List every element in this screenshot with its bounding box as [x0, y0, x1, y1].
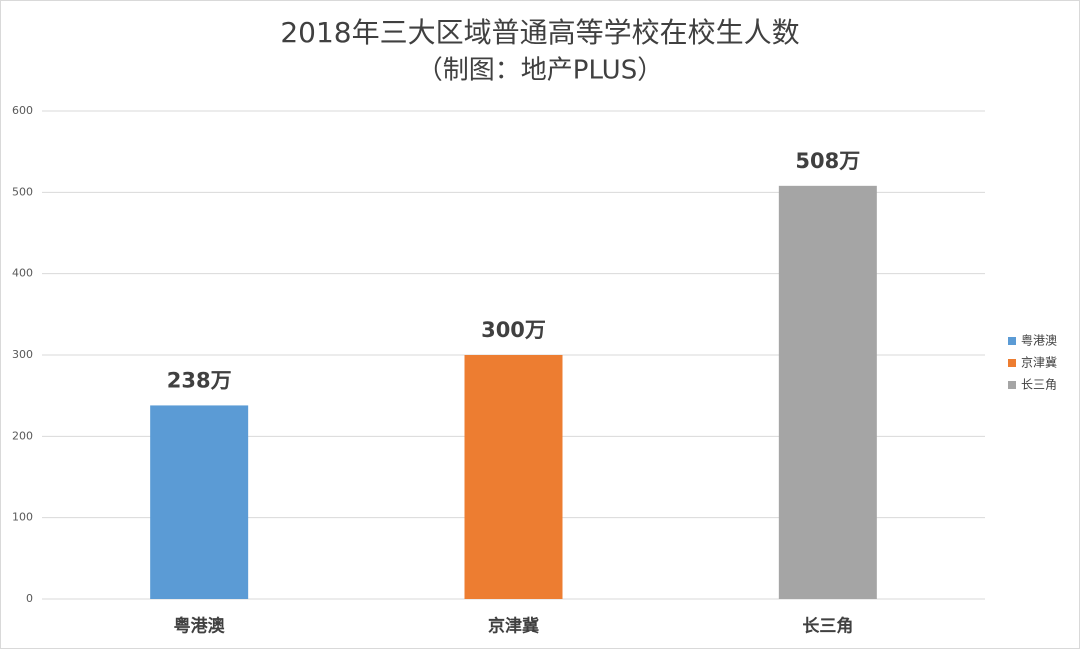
y-tick-label: 300 [12, 348, 33, 361]
value-label: 508万 [795, 149, 860, 173]
bar [464, 355, 563, 599]
x-tick-label: 京津冀 [488, 616, 539, 637]
chart-title: 2018年三大区域普通高等学校在校生人数 [280, 16, 799, 49]
y-tick-label: 400 [12, 267, 33, 280]
legend-swatch [1008, 337, 1016, 345]
bar [778, 185, 877, 599]
legend-swatch [1008, 381, 1016, 389]
y-tick-label: 200 [12, 429, 33, 442]
value-label: 300万 [481, 318, 546, 342]
chart-subtitle: （制图：地产PLUS） [417, 56, 663, 86]
y-tick-label: 600 [12, 104, 33, 117]
legend-label: 粤港澳 [1021, 333, 1057, 348]
bar [150, 405, 249, 599]
x-tick-label: 长三角 [802, 616, 853, 637]
legend-swatch [1008, 359, 1016, 367]
legend-label: 京津冀 [1021, 356, 1057, 370]
value-label: 238万 [167, 368, 232, 392]
y-tick-label: 100 [12, 511, 33, 524]
x-tick-label: 粤港澳 [174, 616, 226, 637]
y-tick-label: 500 [12, 185, 33, 198]
legend-label: 长三角 [1021, 378, 1057, 392]
y-tick-label: 0 [26, 592, 33, 605]
